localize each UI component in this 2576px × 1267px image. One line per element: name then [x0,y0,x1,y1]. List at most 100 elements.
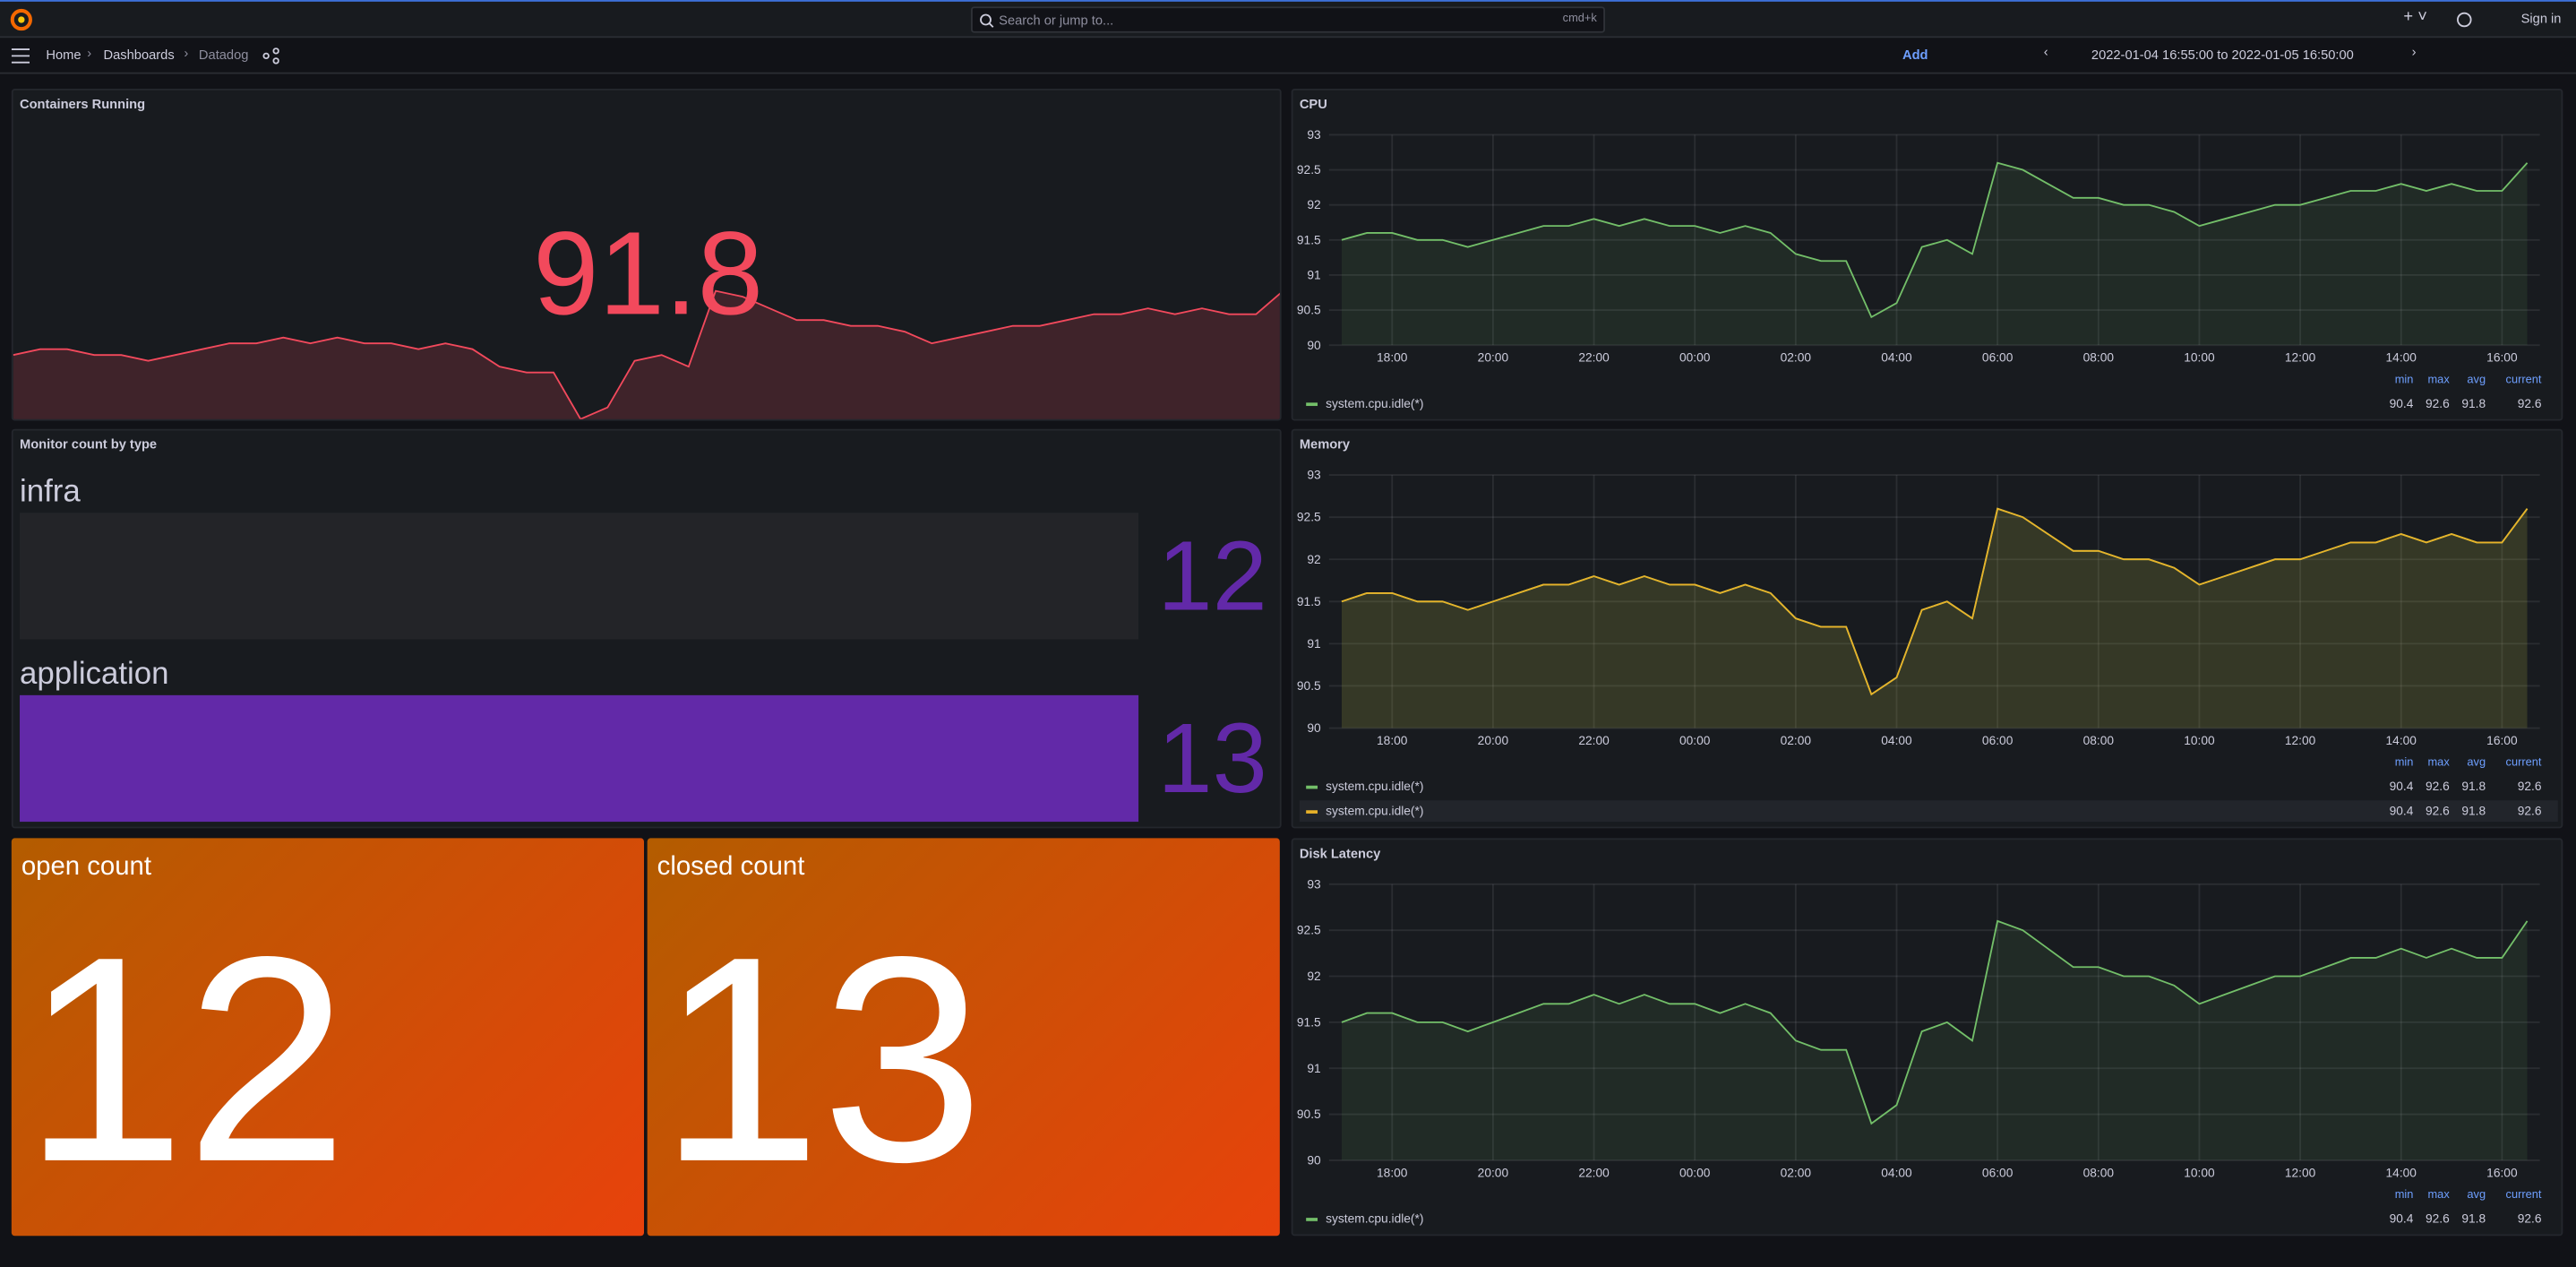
panel: closed count 13 [647,838,1280,1237]
x-tick-label: 00:00 [1679,351,1711,365]
share-icon[interactable] [262,47,279,65]
legend-column-header: avg [2467,372,2486,385]
sparkline [13,289,1280,419]
panel-title: Memory [1300,438,1351,452]
legend-value: 92.6 [2426,397,2450,410]
logo[interactable] [10,8,33,31]
y-tick-label: 90 [1307,339,1321,352]
panel: Disk Latency 90 90.5 91 91.5 92 92.5 93 18:00 20:… [1291,838,2563,1237]
x-tick-label: 10:00 [2184,734,2215,747]
legend-value: 90.4 [2390,1212,2414,1226]
series-line [1341,507,2529,696]
panel-title: CPU [1300,98,1327,112]
search-box[interactable]: Search or jump to... cmd+k [971,6,1605,33]
x-tick-label: 18:00 [1377,1166,1408,1179]
legend-entry: system.cpu.idle(*) [1326,780,1423,793]
y-tick-label: 92.5 [1297,924,1321,937]
legend-column-header: max [2428,1187,2451,1201]
y-tick-label: 91.5 [1297,233,1321,246]
x-tick-label: 22:00 [1578,1166,1610,1179]
legend-value: 92.6 [2426,805,2450,818]
legend-column-header: max [2428,372,2451,385]
y-tick-label: 93 [1307,128,1321,142]
legend-value: 90.4 [2390,805,2414,818]
add-button[interactable]: Add [1902,47,1928,63]
panel: Monitor count by type infra 12 application 1… [11,428,1282,829]
panel: CPU 90 90.5 91 91.5 92 92.5 93 18:00 20:00 22:00 00… [1291,89,2563,421]
panel: open count 12 [11,838,644,1237]
y-tick-label: 93 [1307,877,1321,891]
y-tick-label: 92.5 [1297,163,1321,177]
legend-marker [1306,1218,1318,1221]
x-tick-label: 04:00 [1881,734,1912,747]
legend-column-header: current [2506,1187,2542,1201]
panel: Containers Running 91.8 [11,89,1282,421]
y-tick-label: 91 [1307,637,1320,651]
legend-entry: system.cpu.idle(*) [1326,1212,1423,1226]
time-forward[interactable]: › [2411,44,2417,60]
x-tick-label: 18:00 [1377,734,1408,747]
x-tick-label: 14:00 [2386,1166,2417,1179]
legend-column-header: min [2395,755,2414,769]
panel-canvas: Memory 90 90.5 91 91.5 92 92.5 93 18:00 20:00 22:0… [1297,438,2558,823]
time-range[interactable]: 2022-01-04 16:55:00 to 2022-01-05 16:50:… [2091,47,2354,63]
top-bar: Search or jump to... cmd+k Sign in + ˅ [0,0,2576,39]
x-tick-label: 04:00 [1881,1166,1912,1179]
area-fill [1341,920,2528,1160]
y-tick-label: 93 [1307,469,1321,482]
bar-track [20,513,1139,640]
breadcrumb[interactable]: Home [46,47,82,63]
panel: Memory 90 90.5 91 91.5 92 92.5 93 18:00 20:00 22:0… [1291,428,2563,829]
bar-label: infra [20,473,81,508]
area-fill [1341,508,2528,728]
y-tick-label: 90 [1307,1154,1321,1168]
help-icon[interactable] [2456,12,2472,28]
panel-canvas: open count 12 [21,851,348,1223]
x-tick-label: 14:00 [2386,351,2417,365]
y-tick-label: 92 [1307,198,1320,211]
legend-column-header: avg [2467,755,2486,769]
bar-label: application [20,656,169,691]
new-menu[interactable]: + ˅ [2403,8,2427,27]
x-tick-label: 10:00 [2184,1166,2215,1179]
y-tick-label: 92 [1307,970,1320,983]
x-tick-label: 06:00 [1982,1166,2014,1179]
y-tick-label: 90.5 [1297,679,1321,693]
y-tick-label: 90.5 [1297,304,1321,317]
stat-value: 12 [23,896,348,1223]
legend-value: 92.6 [2426,780,2450,793]
x-tick-label: 02:00 [1781,1166,1812,1179]
legend-column-header: avg [2467,1187,2486,1201]
time-back[interactable]: ‹ [2043,44,2048,60]
panel-canvas: Containers Running 91.8 [13,98,1280,419]
legend-value: 90.4 [2390,780,2414,793]
legend-value: 92.6 [2426,1212,2450,1226]
y-tick-label: 91.5 [1297,595,1321,608]
panel-canvas: CPU 90 90.5 91 91.5 92 92.5 93 18:00 20:00 22:00 00… [1297,98,2542,410]
legend-marker [1306,810,1318,814]
panel-canvas: Disk Latency 90 90.5 91 91.5 92 92.5 93 18:00 20:… [1297,847,2542,1226]
legend-value: 90.4 [2390,397,2414,410]
area-fill [1341,162,2528,346]
x-tick-label: 02:00 [1781,351,1812,365]
x-tick-label: 08:00 [2083,734,2115,747]
sparkline-area [13,290,1280,419]
y-tick-label: 91 [1307,1062,1320,1075]
panel-title: Disk Latency [1300,847,1381,861]
y-tick-label: 92 [1307,553,1320,566]
breadcrumb[interactable]: Dashboards [103,47,175,63]
panel-title: closed count [657,851,805,881]
series-line [1341,919,2529,1125]
y-tick-label: 90.5 [1297,1108,1321,1121]
x-tick-label: 22:00 [1578,351,1610,365]
sign-in[interactable]: Sign in [2520,11,2562,27]
menu-icon[interactable] [11,47,31,64]
legend-column-header: min [2395,1187,2414,1201]
y-tick-label: 90 [1307,721,1321,735]
x-tick-label: 20:00 [1478,734,1509,747]
bar-value: 13 [1157,703,1267,814]
x-tick-label: 16:00 [2486,734,2518,747]
stat-value: 13 [659,896,984,1223]
x-tick-label: 16:00 [2486,351,2518,365]
